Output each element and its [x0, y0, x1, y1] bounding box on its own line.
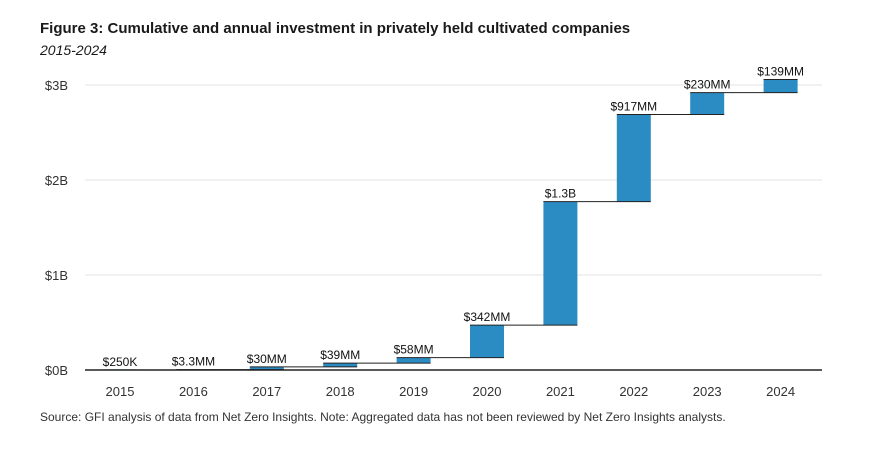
data-label: $342MM	[464, 310, 511, 324]
x-tick-label: 2024	[766, 384, 795, 399]
data-label: $230MM	[684, 78, 731, 92]
x-tick-label: 2016	[179, 384, 208, 399]
data-label: $1.3B	[545, 187, 576, 201]
source-note: Source: GFI analysis of data from Net Ze…	[40, 410, 726, 424]
x-tick-label: 2022	[619, 384, 648, 399]
bar-2019	[396, 357, 431, 364]
chart-subtitle: 2015-2024	[40, 42, 107, 58]
x-tick-label: 2017	[252, 384, 281, 399]
x-tick-label: 2021	[546, 384, 575, 399]
data-label: $58MM	[394, 343, 434, 357]
data-label: $917MM	[610, 99, 657, 113]
bar-2021	[543, 201, 578, 326]
y-tick-label: $0B	[45, 363, 68, 378]
data-label: $39MM	[320, 348, 360, 362]
bars	[103, 79, 798, 370]
x-tick-label: 2020	[473, 384, 502, 399]
bar-2022	[616, 114, 651, 202]
gridlines	[85, 84, 822, 276]
bar-2024	[763, 79, 798, 93]
y-tick-label: $1B	[45, 268, 68, 283]
data-label: $30MM	[247, 352, 287, 366]
x-tick-label: 2023	[693, 384, 722, 399]
x-axis-ticks: 2015 2016 2017 2018 2019 2020 2021 2022 2023 2024	[106, 384, 796, 399]
data-label: $139MM	[757, 64, 804, 78]
y-tick-label: $2B	[45, 173, 68, 188]
x-tick-label: 2015	[106, 384, 135, 399]
bar-2023	[690, 92, 725, 115]
data-label: $3.3MM	[172, 355, 215, 369]
data-labels: $250K $3.3MM $30MM $39MM $58MM $342MM $1.3B $91…	[103, 64, 804, 369]
chart-title: Figure 3: Cumulative and annual investme…	[40, 20, 631, 37]
bar-2020	[470, 325, 504, 358]
x-tick-label: 2019	[399, 384, 428, 399]
y-axis-ticks: $0B $1B $2B $3B	[45, 78, 68, 378]
data-label: $250K	[103, 355, 138, 369]
y-tick-label: $3B	[45, 78, 68, 93]
connector-lines	[103, 78, 798, 371]
x-tick-label: 2018	[326, 384, 355, 399]
bar-2017	[249, 366, 284, 370]
bar-2018	[323, 363, 358, 367]
